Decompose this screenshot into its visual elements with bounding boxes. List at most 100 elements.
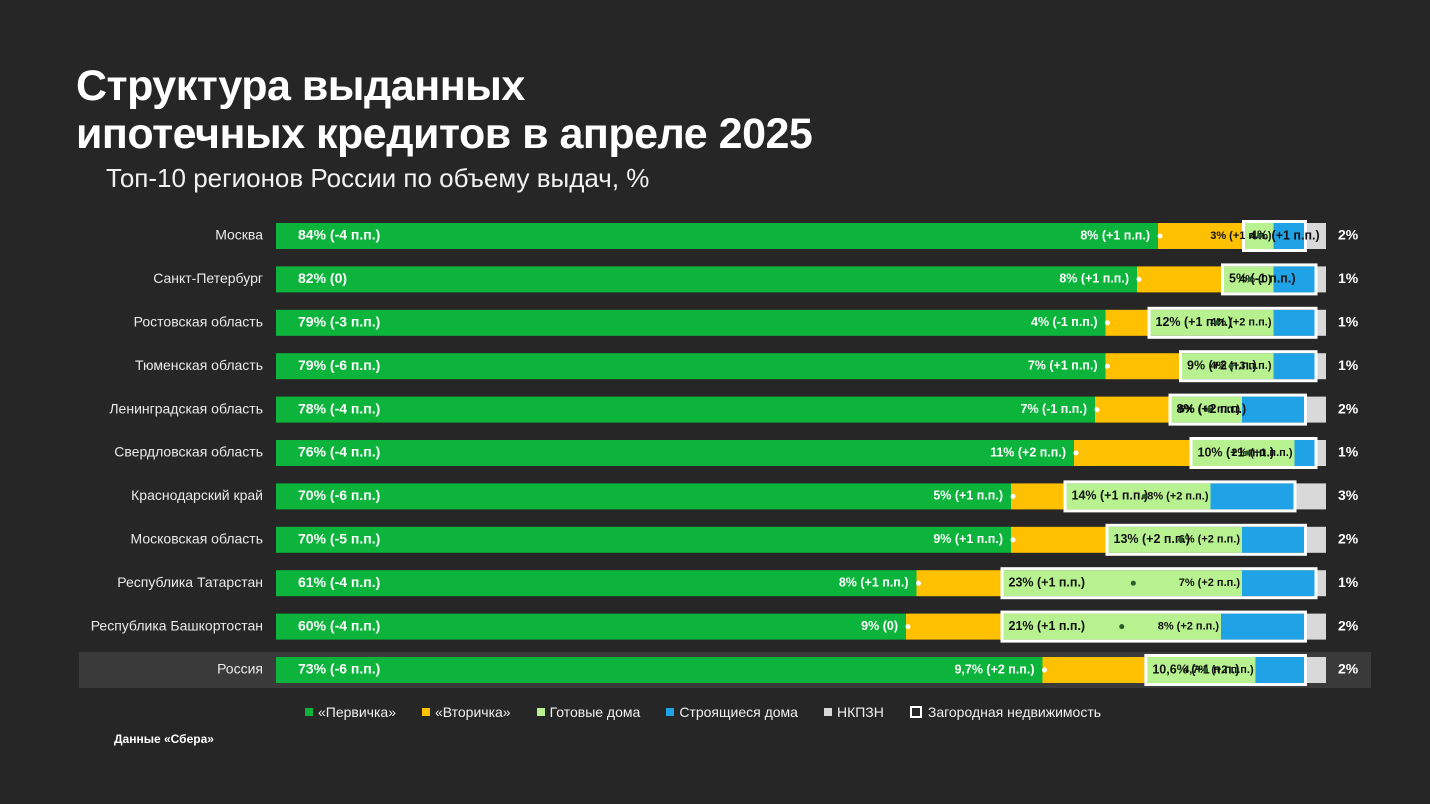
data-label-primary: 79% (-3 п.п.) [298,314,380,330]
legend-item: «Вторичка» [421,704,511,720]
data-label-nkpzn: 2% [1338,531,1359,547]
bar-ready-houses [1063,483,1211,510]
bar-building-houses [1242,396,1305,423]
legend-label: Загородная недвижимость [927,704,1102,720]
legend-item: Строящиеся дома [666,704,798,720]
bar-building-houses [1255,657,1305,683]
bar-nkpzn [1315,440,1326,466]
data-label-country-house: 13% (+2 п.п.) [1114,532,1191,546]
bar-primary [276,526,1011,553]
category-label: Москва [215,227,263,243]
bar-ready-houses [1168,396,1242,423]
data-label-building-houses: 2% (+1 п.п.) [1231,447,1293,459]
bar-secondary [906,613,1001,640]
data-label-nkpzn: 1% [1338,574,1359,590]
data-label-nkpzn: 1% [1338,314,1359,330]
bar-secondary [916,570,1001,597]
bar-secondary [1105,309,1148,336]
data-label-building-houses: 7% (+2 п.п.) [1179,577,1241,589]
data-label-country-house: 14% (+1 п.п.) [1072,489,1149,503]
category-label: Свердловская область [114,444,263,460]
bar-ready-houses [1179,353,1274,380]
data-label-primary: 84% (-4 п.п.) [298,227,380,243]
leader-dot-secondary [905,624,911,630]
country-house-outline [1221,263,1318,296]
data-label-nkpzn: 3% [1338,487,1359,503]
bar-nkpzn [1315,309,1326,336]
data-label-primary: 82% (0) [298,270,347,286]
data-label-primary: 60% (-4 п.п.) [298,617,380,633]
bar-nkpzn [1305,657,1326,683]
country-house-outline [1000,567,1318,600]
bar-primary [276,570,917,597]
data-label-nkpzn: 1% [1338,357,1359,373]
data-label-building-houses: 8% (+2 п.п.) [1147,490,1209,502]
stacked-bar-chart: Москва 84% (-4 п.п.) 8% (+1 п.п.) 4% (+1 п.… [79,220,1371,688]
bar-secondary [1158,223,1242,249]
country-house-outline [1063,480,1297,513]
data-label-country-house: 10,6% (+1 п.п.) [1152,662,1239,676]
bar-nkpzn [1305,613,1326,640]
bar-primary [276,657,1043,683]
data-label-secondary: 9% (0) [861,619,898,633]
category-label: Краснодарский край [131,487,263,503]
chart-legend: «Первичка» «Вторичка» Готовые дома Строящие… [305,702,1127,722]
data-label-secondary: 8% (+1 п.п.) [1059,272,1129,286]
bar-primary [276,353,1106,380]
bar-ready-houses [1144,657,1256,683]
legend-label: Строящиеся дома [679,704,798,720]
country-house-outline [1242,220,1307,252]
data-label-primary: 70% (-5 п.п.) [298,531,380,547]
legend-swatch [421,708,430,716]
leader-dot-ready [1119,624,1125,630]
legend-item: «Первичка» [305,704,396,720]
bar-building-houses [1273,266,1316,293]
data-label-building-houses: 4,7% (+2 п.п.) [1183,664,1254,676]
bar-secondary [1095,396,1169,423]
leader-dot-ready [1178,537,1184,543]
legend-label: Готовые дома [549,704,641,720]
bar-building-houses [1273,353,1316,380]
data-label-secondary: 9,7% (+2 п.п.) [954,662,1034,676]
leader-dot-ready [1256,233,1262,239]
bar-building-houses [1221,613,1305,640]
data-label-secondary: 8% (+1 п.п.) [839,575,909,589]
category-label: Санкт-Петербург [153,270,263,286]
leader-dot-secondary [1157,233,1163,239]
bar-primary [276,396,1095,423]
data-label-nkpzn: 1% [1338,270,1359,286]
legend-item: Загородная недвижимость [909,704,1102,720]
data-label-secondary: 8% (+1 п.п.) [1080,228,1150,242]
bar-secondary [1042,657,1145,683]
data-label-secondary: 11% (+2 п.п.) [990,445,1066,459]
leader-dot-secondary [1105,363,1110,369]
data-label-nkpzn: 2% [1338,400,1359,416]
data-label-country-house: 21% (+1 п.п.) [1009,619,1086,633]
data-label-secondary: 5% (+1 п.п.) [933,489,1003,503]
bar-ready-houses [1221,266,1274,293]
bar-primary [276,309,1106,336]
bar-building-houses [1242,570,1316,597]
bar-ready-houses [1000,570,1242,597]
leader-dot-secondary [1094,407,1100,413]
bar-nkpzn [1305,526,1326,553]
country-house-outline [1168,393,1307,426]
data-label-secondary: 4% (-1 п.п.) [1031,315,1098,329]
data-label-building-houses: 3% (+1 п.п.) [1210,230,1272,242]
category-label: Россия [217,661,263,677]
bar-building-houses [1242,526,1305,553]
legend-item: НКПЗН [823,704,884,720]
bar-nkpzn [1305,223,1326,249]
leader-dot-secondary [1105,320,1110,326]
bar-ready-houses [1000,613,1221,640]
leader-dot-ready [1206,407,1212,413]
leader-dot-secondary [1136,276,1142,282]
legend-label: «Первичка» [318,704,396,720]
bar-nkpzn [1294,483,1326,510]
bar-building-houses [1294,440,1316,466]
bar-building-houses [1273,223,1305,249]
leader-dot-ready [1228,363,1234,369]
leader-dot-ready [1244,450,1250,456]
chart-title: Структура выданных ипотечных кредитов в … [76,62,813,158]
leader-dot-secondary [1010,493,1016,499]
